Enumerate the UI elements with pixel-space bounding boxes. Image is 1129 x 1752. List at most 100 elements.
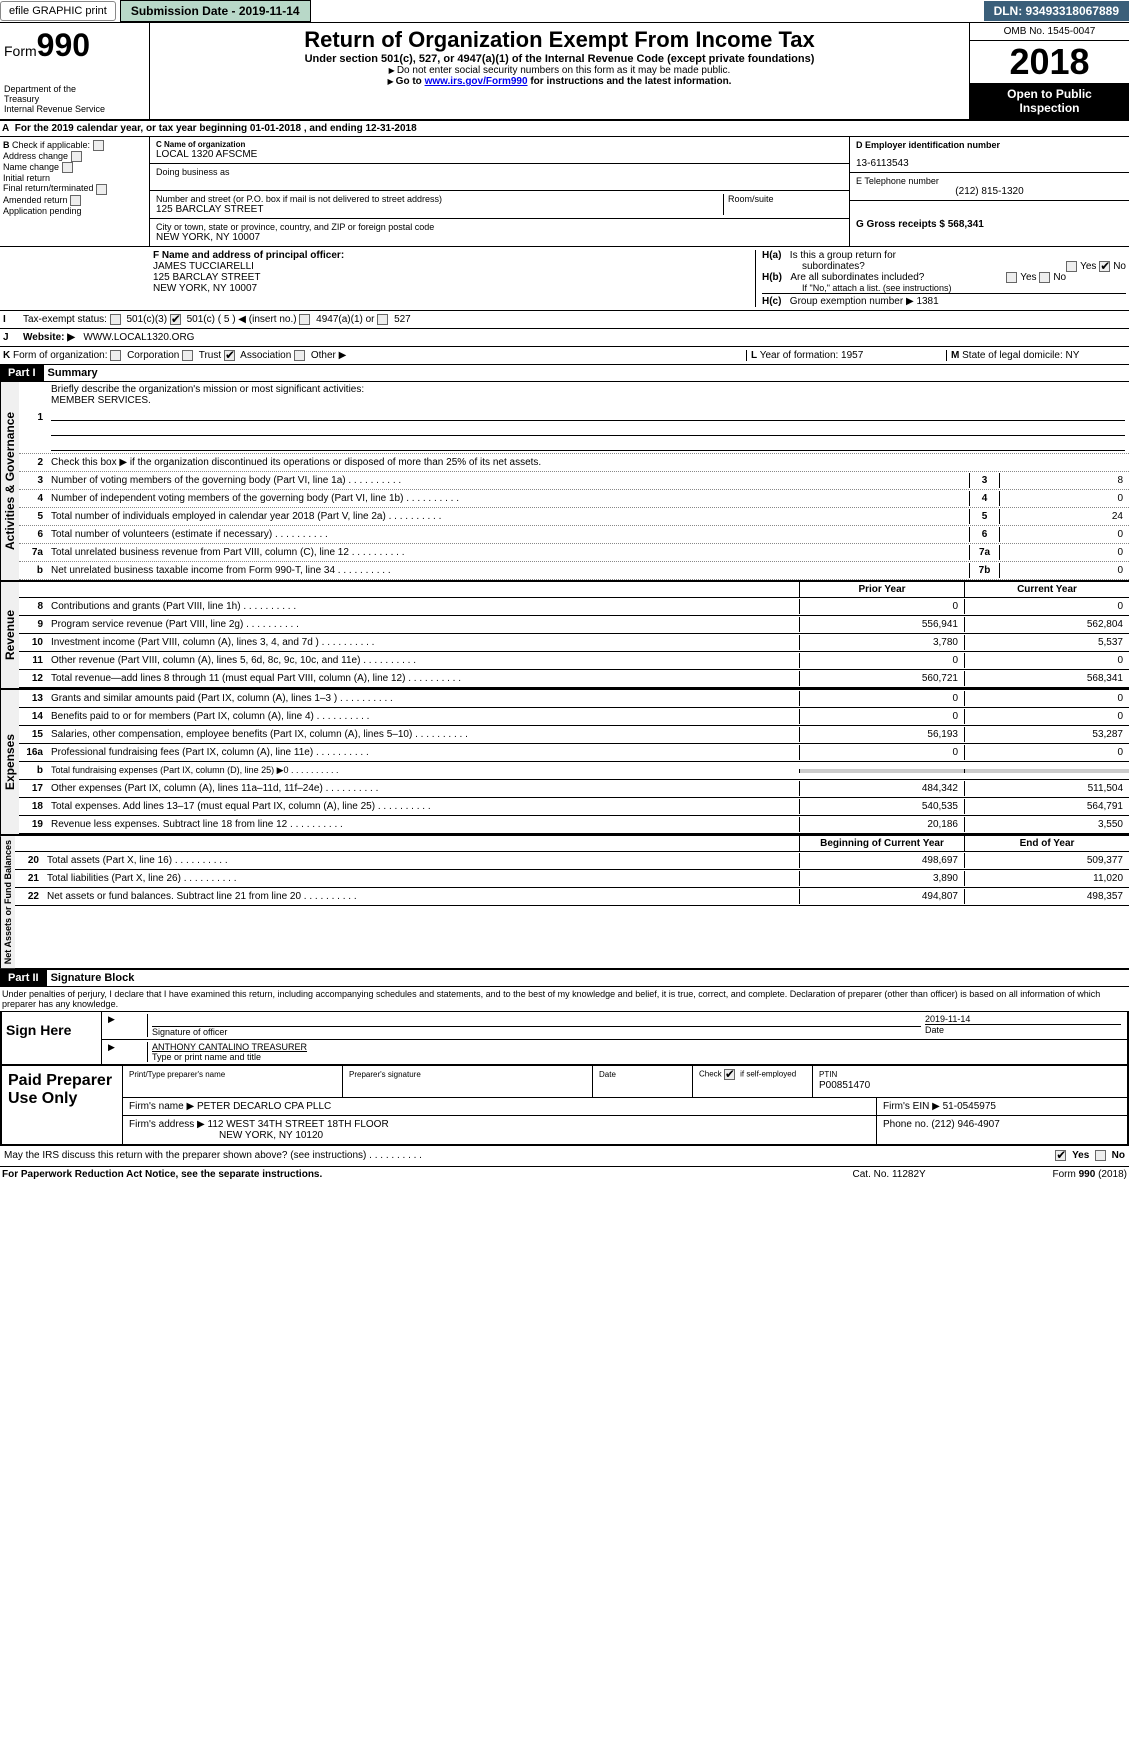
firm-ein: 51-0545975 — [943, 1101, 996, 1112]
address-change-opt: Address change — [3, 151, 146, 162]
form-number: Form990 — [4, 27, 145, 64]
form-header: Form990 Department of the Treasury Inter… — [0, 23, 1129, 121]
ssn-note: Do not enter social security numbers on … — [154, 65, 965, 76]
hb-yes[interactable] — [1006, 272, 1017, 283]
table-row: 22 Net assets or fund balances. Subtract… — [15, 888, 1129, 906]
table-row: 8 Contributions and grants (Part VIII, l… — [19, 598, 1129, 616]
footer-cat: Cat. No. 11282Y — [853, 1169, 1053, 1180]
ha-label: Is this a group return for — [790, 250, 896, 261]
officer-city: NEW YORK, NY 10007 — [153, 283, 257, 294]
officer-street: 125 BARCLAY STREET — [153, 272, 260, 283]
line1-label: Briefly describe the organization's miss… — [51, 384, 364, 395]
sig-officer-label: Signature of officer — [152, 1026, 921, 1037]
city-label: City or town, state or province, country… — [156, 222, 843, 232]
street-address: 125 BARCLAY STREET — [156, 204, 723, 215]
page-footer: For Paperwork Reduction Act Notice, see … — [0, 1167, 1129, 1182]
table-row: 9 Program service revenue (Part VIII, li… — [19, 616, 1129, 634]
website-url: WWW.LOCAL1320.ORG — [83, 332, 194, 343]
sig-date: 2019-11-14 — [925, 1014, 1121, 1024]
checkbox[interactable] — [70, 195, 81, 206]
table-row: 20 Total assets (Part X, line 16) 498,69… — [15, 852, 1129, 870]
footer-left: For Paperwork Reduction Act Notice, see … — [2, 1169, 853, 1180]
penalty-statement: Under penalties of perjury, I declare th… — [0, 987, 1129, 1011]
top-bar: efile GRAPHIC print Submission Date - 20… — [0, 0, 1129, 23]
row-i-tax-status: I Tax-exempt status: 501(c)(3) 501(c) ( … — [0, 311, 1129, 329]
row-k-org-form: K Form of organization: Corporation Trus… — [0, 347, 1129, 365]
cb-527[interactable] — [377, 314, 388, 325]
firm-name: PETER DECARLO CPA PLLC — [197, 1101, 331, 1112]
g-receipts-label: G Gross receipts $ 568,341 — [856, 219, 984, 230]
irs-link[interactable]: www.irs.gov/Form990 — [425, 76, 528, 87]
d-ein-label: D Employer identification number — [856, 140, 1123, 150]
ha-yes[interactable] — [1066, 261, 1077, 272]
instructions-link-row: Go to www.irs.gov/Form990 for instructio… — [154, 76, 965, 87]
cb-assoc[interactable] — [224, 350, 235, 361]
f-label: F Name and address of principal officer: — [153, 250, 344, 261]
table-row: 7a Total unrelated business revenue from… — [19, 544, 1129, 562]
ptin-value: P00851470 — [819, 1080, 870, 1091]
table-row: 3 Number of voting members of the govern… — [19, 472, 1129, 490]
street-label: Number and street (or P.O. box if mail i… — [156, 194, 723, 204]
table-row: 11 Other revenue (Part VIII, column (A),… — [19, 652, 1129, 670]
date-label: Date — [925, 1024, 1121, 1035]
dln-number: DLN: 93493318067889 — [984, 1, 1129, 21]
table-row: 16a Professional fundraising fees (Part … — [19, 744, 1129, 762]
app-pending-opt: Application pending — [3, 206, 146, 216]
checkbox[interactable] — [71, 151, 82, 162]
discuss-row: May the IRS discuss this return with the… — [0, 1146, 1129, 1166]
checkbox-applicable[interactable] — [93, 140, 104, 151]
checkbox[interactable] — [96, 184, 107, 195]
cb-4947[interactable] — [299, 314, 310, 325]
line2-checkbox-text: Check this box ▶ if the organization dis… — [47, 455, 1129, 470]
checkbox[interactable] — [62, 162, 73, 173]
sidebar-netassets: Net Assets or Fund Balances — [0, 836, 15, 968]
cb-501c3[interactable] — [110, 314, 121, 325]
final-return-opt: Final return/terminated — [3, 183, 146, 194]
cb-discuss-no[interactable] — [1095, 1150, 1106, 1161]
table-row: 5 Total number of individuals employed i… — [19, 508, 1129, 526]
cb-501c[interactable] — [170, 314, 181, 325]
org-name: LOCAL 1320 AFSCME — [156, 149, 843, 160]
tax-year: 2018 — [970, 41, 1129, 83]
submission-date: Submission Date - 2019-11-14 — [120, 0, 311, 22]
cb-trust[interactable] — [182, 350, 193, 361]
state-domicile: State of legal domicile: NY — [962, 350, 1079, 361]
sign-here-label: Sign Here — [2, 1012, 102, 1064]
e-phone-label: E Telephone number — [856, 176, 1123, 186]
form-subtitle: Under section 501(c), 527, or 4947(a)(1)… — [154, 53, 965, 65]
hb-label: Are all subordinates included? — [790, 272, 924, 283]
table-row: b Total fundraising expenses (Part IX, c… — [19, 762, 1129, 780]
firm-addr1: 112 WEST 34TH STREET 18TH FLOOR — [208, 1119, 389, 1130]
part1-header: Part I Summary — [0, 365, 1129, 382]
name-title-label: Type or print name and title — [152, 1052, 1121, 1062]
cb-self-employed[interactable] — [724, 1069, 735, 1080]
ha-no[interactable] — [1099, 261, 1110, 272]
form-title: Return of Organization Exempt From Incom… — [154, 27, 965, 53]
cb-other[interactable] — [294, 350, 305, 361]
table-row: 21 Total liabilities (Part X, line 26) 3… — [15, 870, 1129, 888]
efile-print-button[interactable]: efile GRAPHIC print — [0, 1, 116, 21]
table-row: 10 Investment income (Part VIII, column … — [19, 634, 1129, 652]
initial-return-opt: Initial return — [3, 173, 146, 183]
col-beginning: Beginning of Current Year — [799, 836, 964, 851]
table-row: 14 Benefits paid to or for members (Part… — [19, 708, 1129, 726]
hb-no[interactable] — [1039, 272, 1050, 283]
phone-value: (212) 815-1320 — [856, 186, 1123, 197]
col-prior-year: Prior Year — [799, 582, 964, 597]
sidebar-expenses: Expenses — [0, 690, 19, 834]
cb-discuss-yes[interactable] — [1055, 1150, 1066, 1161]
row-j-website: J Website: ▶ WWW.LOCAL1320.ORG — [0, 329, 1129, 347]
sidebar-revenue: Revenue — [0, 582, 19, 688]
governance-section: Activities & Governance 1 Briefly descri… — [0, 382, 1129, 582]
c-label: C Name of organization — [156, 140, 843, 149]
paid-preparer-block: Paid Preparer Use Only Print/Type prepar… — [0, 1066, 1129, 1146]
open-to-public: Open to PublicInspection — [970, 83, 1129, 119]
section-b-identification: B Check if applicable: Address change Na… — [0, 137, 1129, 247]
expenses-section: Expenses 13 Grants and similar amounts p… — [0, 690, 1129, 836]
firm-addr2: NEW YORK, NY 10120 — [129, 1130, 323, 1141]
table-row: 6 Total number of volunteers (estimate i… — [19, 526, 1129, 544]
cb-corp[interactable] — [110, 350, 121, 361]
sign-here-block: Sign Here ▶ Signature of officer 2019-11… — [0, 1011, 1129, 1066]
table-row: 18 Total expenses. Add lines 13–17 (must… — [19, 798, 1129, 816]
omb-number: OMB No. 1545-0047 — [970, 23, 1129, 41]
